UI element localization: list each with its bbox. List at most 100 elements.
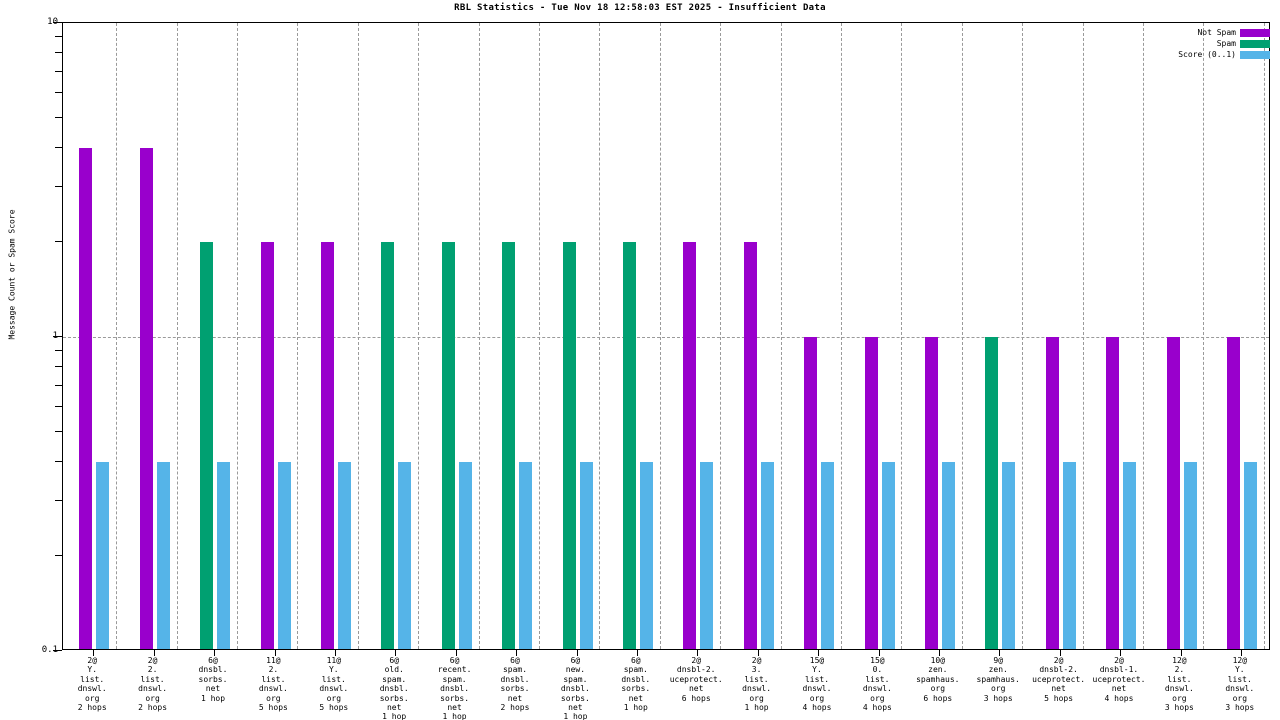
- bar-score: [459, 461, 472, 649]
- gridline-vertical: [237, 23, 238, 649]
- x-axis-tick: [999, 650, 1000, 656]
- x-axis-label: 2@ dnsbl-2. uceprotect. net 6 hops: [669, 656, 723, 703]
- gridline-vertical: [599, 23, 600, 649]
- bar-count: [321, 242, 334, 649]
- bar-score: [398, 461, 411, 649]
- bar-score: [761, 461, 774, 649]
- x-axis-tick: [335, 650, 336, 656]
- x-axis-label: 10@ zen. spamhaus. org 6 hops: [916, 656, 960, 703]
- x-axis-tick: [275, 650, 276, 656]
- x-axis-label: 11@ Y. list. dnswl. org 5 hops: [319, 656, 349, 713]
- y-axis-tick-major: [53, 650, 62, 651]
- bar-count: [140, 147, 153, 649]
- y-axis-tick-minor: [55, 350, 62, 352]
- gridline-vertical: [1264, 23, 1265, 649]
- bar-count: [563, 242, 576, 649]
- bar-score: [96, 461, 109, 649]
- bar-count: [502, 242, 515, 649]
- legend-entry: Not Spam: [1197, 28, 1270, 37]
- gridline-vertical: [539, 23, 540, 649]
- x-axis-label: 6@ new. spam. dnsbl. sorbs. net 1 hop: [560, 656, 590, 720]
- bar-score: [278, 461, 291, 649]
- x-axis-tick: [395, 650, 396, 656]
- gridline-vertical: [781, 23, 782, 649]
- chart-title: RBL Statistics - Tue Nov 18 12:58:03 EST…: [454, 3, 826, 13]
- bar-score: [640, 461, 653, 649]
- bar-score: [821, 461, 834, 649]
- x-axis-label: 11@ 2. list. dnswl. org 5 hops: [258, 656, 288, 713]
- x-axis-tick: [93, 650, 94, 656]
- y-axis-tick-minor: [55, 366, 62, 368]
- x-axis-tick: [577, 650, 578, 656]
- legend-swatch: [1240, 28, 1270, 37]
- y-axis-tick-minor: [55, 430, 62, 432]
- legend-label: Spam: [1216, 39, 1236, 48]
- bar-score: [700, 461, 713, 649]
- gridline-vertical: [1203, 23, 1204, 649]
- x-axis-label: 6@ dnsbl. sorbs. net 1 hop: [198, 656, 228, 703]
- bar-score: [882, 461, 895, 649]
- bar-count: [865, 337, 878, 649]
- x-axis-label: 2@ dnsbl-1. uceprotect. net 4 hops: [1092, 656, 1146, 703]
- bar-score: [157, 461, 170, 649]
- bar-count: [925, 337, 938, 649]
- x-axis-label: 15@ 0. list. dnswl. org 4 hops: [862, 656, 892, 713]
- bar-count: [683, 242, 696, 649]
- y-axis-tick-minor: [55, 36, 62, 38]
- x-axis-tick: [1120, 650, 1121, 656]
- x-axis-tick: [516, 650, 517, 656]
- x-axis-label: 6@ recent. spam. dnsbl. sorbs. net 1 hop: [437, 656, 472, 720]
- y-axis-tick-minor: [55, 52, 62, 54]
- y-axis-tick-minor: [55, 384, 62, 386]
- bar-count: [1046, 337, 1059, 649]
- gridline-vertical: [297, 23, 298, 649]
- plot-area: [62, 22, 1270, 650]
- x-axis-tick: [214, 650, 215, 656]
- y-axis-tick-minor: [55, 460, 62, 462]
- legend-swatch: [1240, 50, 1270, 59]
- gridline-vertical: [1143, 23, 1144, 649]
- x-axis-label: 2@ dnsbl-2. uceprotect. net 5 hops: [1032, 656, 1086, 703]
- bar-count: [1227, 337, 1240, 649]
- x-axis-tick: [697, 650, 698, 656]
- y-axis-tick-minor: [55, 500, 62, 502]
- x-axis-tick: [1181, 650, 1182, 656]
- gridline-horizontal: [63, 337, 1269, 338]
- x-axis-label: 15@ Y. list. dnswl. org 4 hops: [802, 656, 832, 713]
- bar-count: [985, 337, 998, 649]
- bar-count: [200, 242, 213, 649]
- x-axis-tick: [456, 650, 457, 656]
- legend-swatch: [1240, 39, 1270, 48]
- plot-inner: [63, 23, 1269, 649]
- bar-count: [381, 242, 394, 649]
- y-axis-tick-minor: [55, 405, 62, 407]
- y-axis-title: Message Count or Spam Score: [7, 209, 17, 340]
- x-axis-label: 12@ 2. list. dnswl. org 3 hops: [1164, 656, 1194, 713]
- x-axis-tick: [637, 650, 638, 656]
- bar-score: [338, 461, 351, 649]
- gridline-vertical: [962, 23, 963, 649]
- x-axis-label: 6@ old. spam. dnsbl. sorbs. net 1 hop: [379, 656, 409, 720]
- bar-count: [79, 147, 92, 649]
- gridline-vertical: [479, 23, 480, 649]
- bar-count: [442, 242, 455, 649]
- y-axis-tick-major: [53, 336, 62, 337]
- bar-score: [1244, 461, 1257, 649]
- y-axis-tick-minor: [55, 555, 62, 557]
- x-axis-label: 12@ Y. list. dnswl. org 3 hops: [1225, 656, 1255, 713]
- x-axis-label: 9@ zen. spamhaus. org 3 hops: [976, 656, 1020, 703]
- x-axis-tick: [818, 650, 819, 656]
- bar-score: [580, 461, 593, 649]
- bar-score: [519, 461, 532, 649]
- legend-label: Score (0..1): [1178, 50, 1236, 59]
- gridline-vertical: [358, 23, 359, 649]
- y-axis-label: 10: [47, 17, 58, 27]
- y-axis-tick-minor: [55, 241, 62, 243]
- bar-count: [1106, 337, 1119, 649]
- gridline-vertical: [720, 23, 721, 649]
- y-axis-label: 0.1: [41, 645, 58, 655]
- x-axis-label: 2@ 3. list. dnswl. org 1 hop: [742, 656, 772, 713]
- y-axis-tick-minor: [55, 70, 62, 72]
- bar-score: [1063, 461, 1076, 649]
